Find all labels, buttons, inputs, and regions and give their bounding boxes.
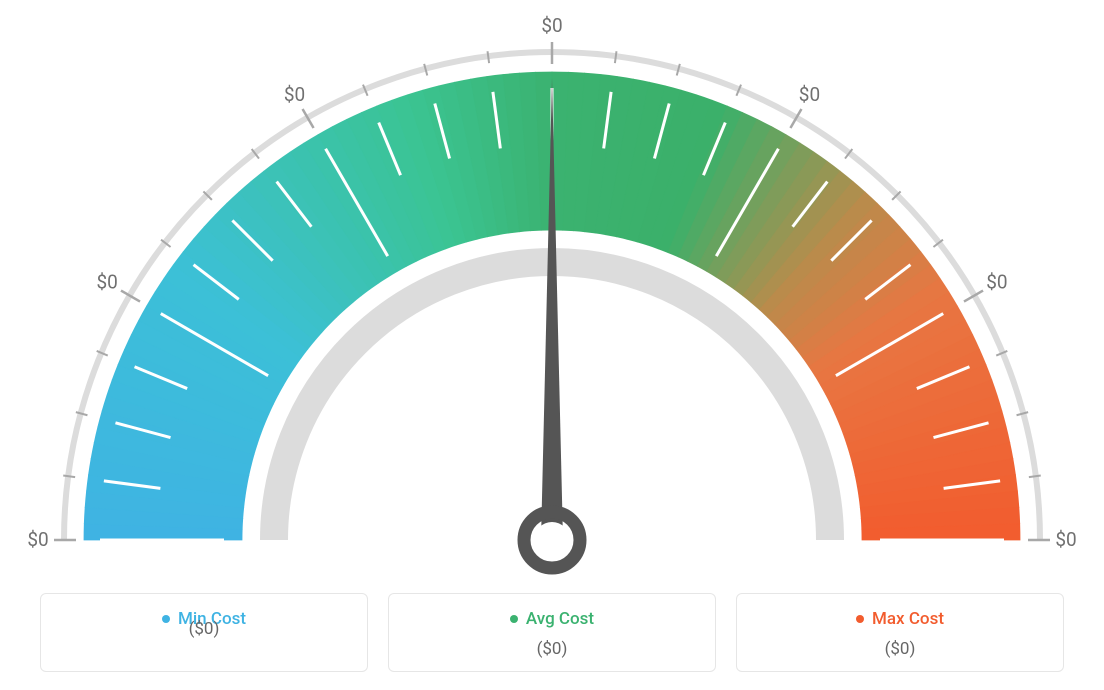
legend-dot-max xyxy=(856,615,864,623)
legend-row: Min Cost ($0) Avg Cost ($0) Max Cost ($0… xyxy=(40,593,1064,672)
legend-value-max-text: ($0) xyxy=(747,639,1053,659)
gauge-tick-label: $0 xyxy=(986,271,1007,294)
cost-gauge-infographic: $0 $0 $0 $0 $0 $0 $0 Min Cost ($0) Avg Cost ($… xyxy=(0,0,1104,690)
gauge-tick-label: $0 xyxy=(1055,528,1076,551)
legend-value-avg-text: ($0) xyxy=(399,639,705,659)
gauge-tick-label: $0 xyxy=(799,83,820,106)
legend-card-avg: Avg Cost ($0) xyxy=(388,593,716,672)
gauge-tick-label: $0 xyxy=(541,14,562,37)
legend-label-avg: Avg Cost xyxy=(526,609,594,629)
legend-dot-avg xyxy=(510,615,518,623)
legend-dot-min xyxy=(162,615,170,623)
gauge-tick-label: $0 xyxy=(96,271,117,294)
gauge-tick-label: $0 xyxy=(27,528,48,551)
legend-label-max: Max Cost xyxy=(872,609,944,629)
legend-value-min-text: ($0) xyxy=(51,619,357,639)
gauge-needle-hub-inner xyxy=(534,522,570,558)
legend-card-min: Min Cost ($0) xyxy=(40,593,368,672)
gauge-tick-label: $0 xyxy=(284,83,305,106)
legend-card-max: Max Cost ($0) xyxy=(736,593,1064,672)
gauge-chart: $0 $0 $0 $0 $0 $0 $0 xyxy=(22,10,1082,570)
